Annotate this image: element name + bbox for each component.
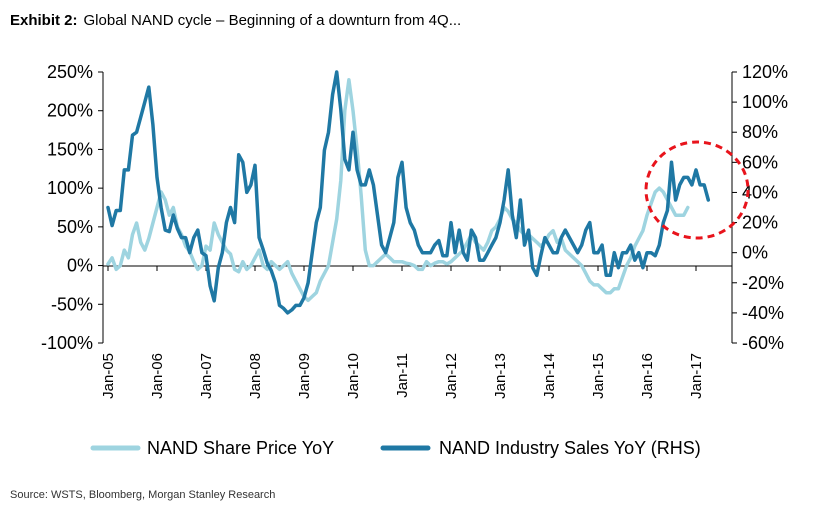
left-tick-label: 250%: [47, 62, 93, 82]
right-tick-label: 60%: [742, 152, 778, 172]
series-lines: [106, 70, 711, 315]
x-tick-label: Jan-08: [247, 353, 264, 399]
left-tick-label: -100%: [41, 333, 93, 353]
exhibit-number: Exhibit 2:: [10, 12, 78, 29]
industry-sales-line: [106, 70, 711, 315]
legend-label: NAND Share Price YoY: [147, 438, 334, 458]
left-tick-label: 0%: [67, 256, 93, 276]
x-tick-label: Jan-09: [296, 353, 313, 399]
annotation-layer: [644, 140, 750, 240]
left-tick-label: 150%: [47, 139, 93, 159]
right-tick-label: 40%: [742, 182, 778, 202]
x-tick-label: Jan-06: [149, 353, 166, 399]
x-tick-label: Jan-16: [639, 353, 656, 399]
right-tick-label: 0%: [742, 243, 768, 263]
x-tick-label: Jan-05: [100, 353, 117, 399]
right-tick-label: -20%: [742, 273, 784, 293]
x-tick-label: Jan-15: [590, 353, 607, 399]
left-tick-label: -50%: [51, 294, 93, 314]
right-tick-label: 100%: [742, 92, 788, 112]
left-tick-label: 200%: [47, 101, 93, 121]
x-tick-label: Jan-13: [492, 353, 509, 399]
left-tick-label: 100%: [47, 178, 93, 198]
right-tick-label: 20%: [742, 213, 778, 233]
right-tick-label: -60%: [742, 333, 784, 353]
exhibit-text: Global NAND cycle – Beginning of a downt…: [83, 12, 462, 29]
chart-legend: NAND Share Price YoY NAND Industry Sales …: [90, 438, 701, 458]
legend-label: NAND Industry Sales YoY (RHS): [439, 438, 701, 458]
x-tick-label: Jan-12: [443, 353, 460, 399]
axes: -100% -50% 0% 50% 100% 150% 200% 250% -60% -40% -2…: [41, 62, 788, 399]
right-tick-label: 80%: [742, 122, 778, 142]
right-tick-label: 120%: [742, 62, 788, 82]
x-tick-label: Jan-11: [394, 353, 411, 398]
x-tick-label: Jan-17: [688, 353, 705, 399]
x-tick-label: Jan-07: [198, 353, 215, 399]
right-tick-label: -40%: [742, 303, 784, 323]
highlight-circle: [644, 140, 750, 240]
source-note: Source: WSTS, Bloomberg, Morgan Stanley …: [10, 489, 276, 501]
left-tick-label: 50%: [57, 217, 93, 237]
x-tick-label: Jan-14: [541, 353, 558, 399]
exhibit-title: Exhibit 2: Global NAND cycle – Beginning …: [10, 12, 461, 29]
x-tick-label: Jan-10: [345, 353, 362, 399]
